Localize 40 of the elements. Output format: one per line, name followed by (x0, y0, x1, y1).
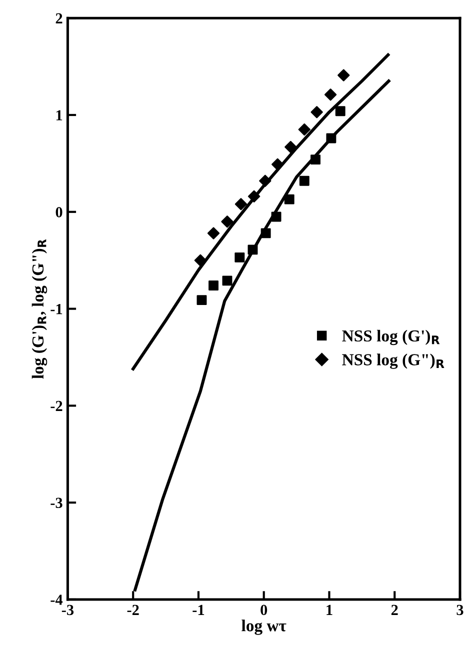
y-tick-label: -1 (50, 304, 62, 314)
point (248, 244, 258, 255)
point (196, 295, 207, 306)
x-tick-label: 3 (456, 604, 464, 616)
y-tick-label: -2 (50, 400, 62, 411)
x-tick-label: 0 (260, 604, 268, 616)
point (260, 228, 271, 238)
point (271, 212, 282, 222)
x-tick-label: -1 (192, 604, 204, 615)
point (335, 106, 346, 116)
point (207, 227, 220, 240)
y-axis-title: log (G')$_{R}$, log (G")$_{R}$ (32, 239, 48, 379)
point (234, 198, 248, 210)
point (284, 140, 297, 154)
legend-label: NSS log (G')$_{R}$ (342, 330, 440, 346)
x-tick-label: -2 (127, 604, 139, 615)
point (326, 133, 336, 144)
y-tick-label: 1 (56, 110, 62, 120)
y-tick-label: 0 (56, 207, 62, 218)
legend-label: NSS log (G")$_{R}$ (342, 354, 444, 369)
y-tick-label: -4 (50, 594, 63, 605)
y-tick-label: -3 (50, 498, 62, 508)
point (284, 194, 294, 204)
point (194, 254, 207, 266)
point (259, 174, 272, 187)
point (222, 276, 232, 286)
x-axis-title: log wτ (242, 620, 286, 635)
y-tick-label: 2 (56, 13, 62, 24)
point (234, 252, 245, 262)
point (208, 280, 218, 291)
point (299, 176, 310, 186)
point (310, 106, 323, 118)
point (324, 88, 337, 101)
point (338, 69, 350, 82)
point (248, 190, 260, 202)
point (221, 216, 234, 228)
point (298, 123, 310, 136)
x-tick-label: 2 (391, 604, 398, 615)
point (310, 154, 320, 165)
x-tick-label: 1 (326, 604, 332, 615)
